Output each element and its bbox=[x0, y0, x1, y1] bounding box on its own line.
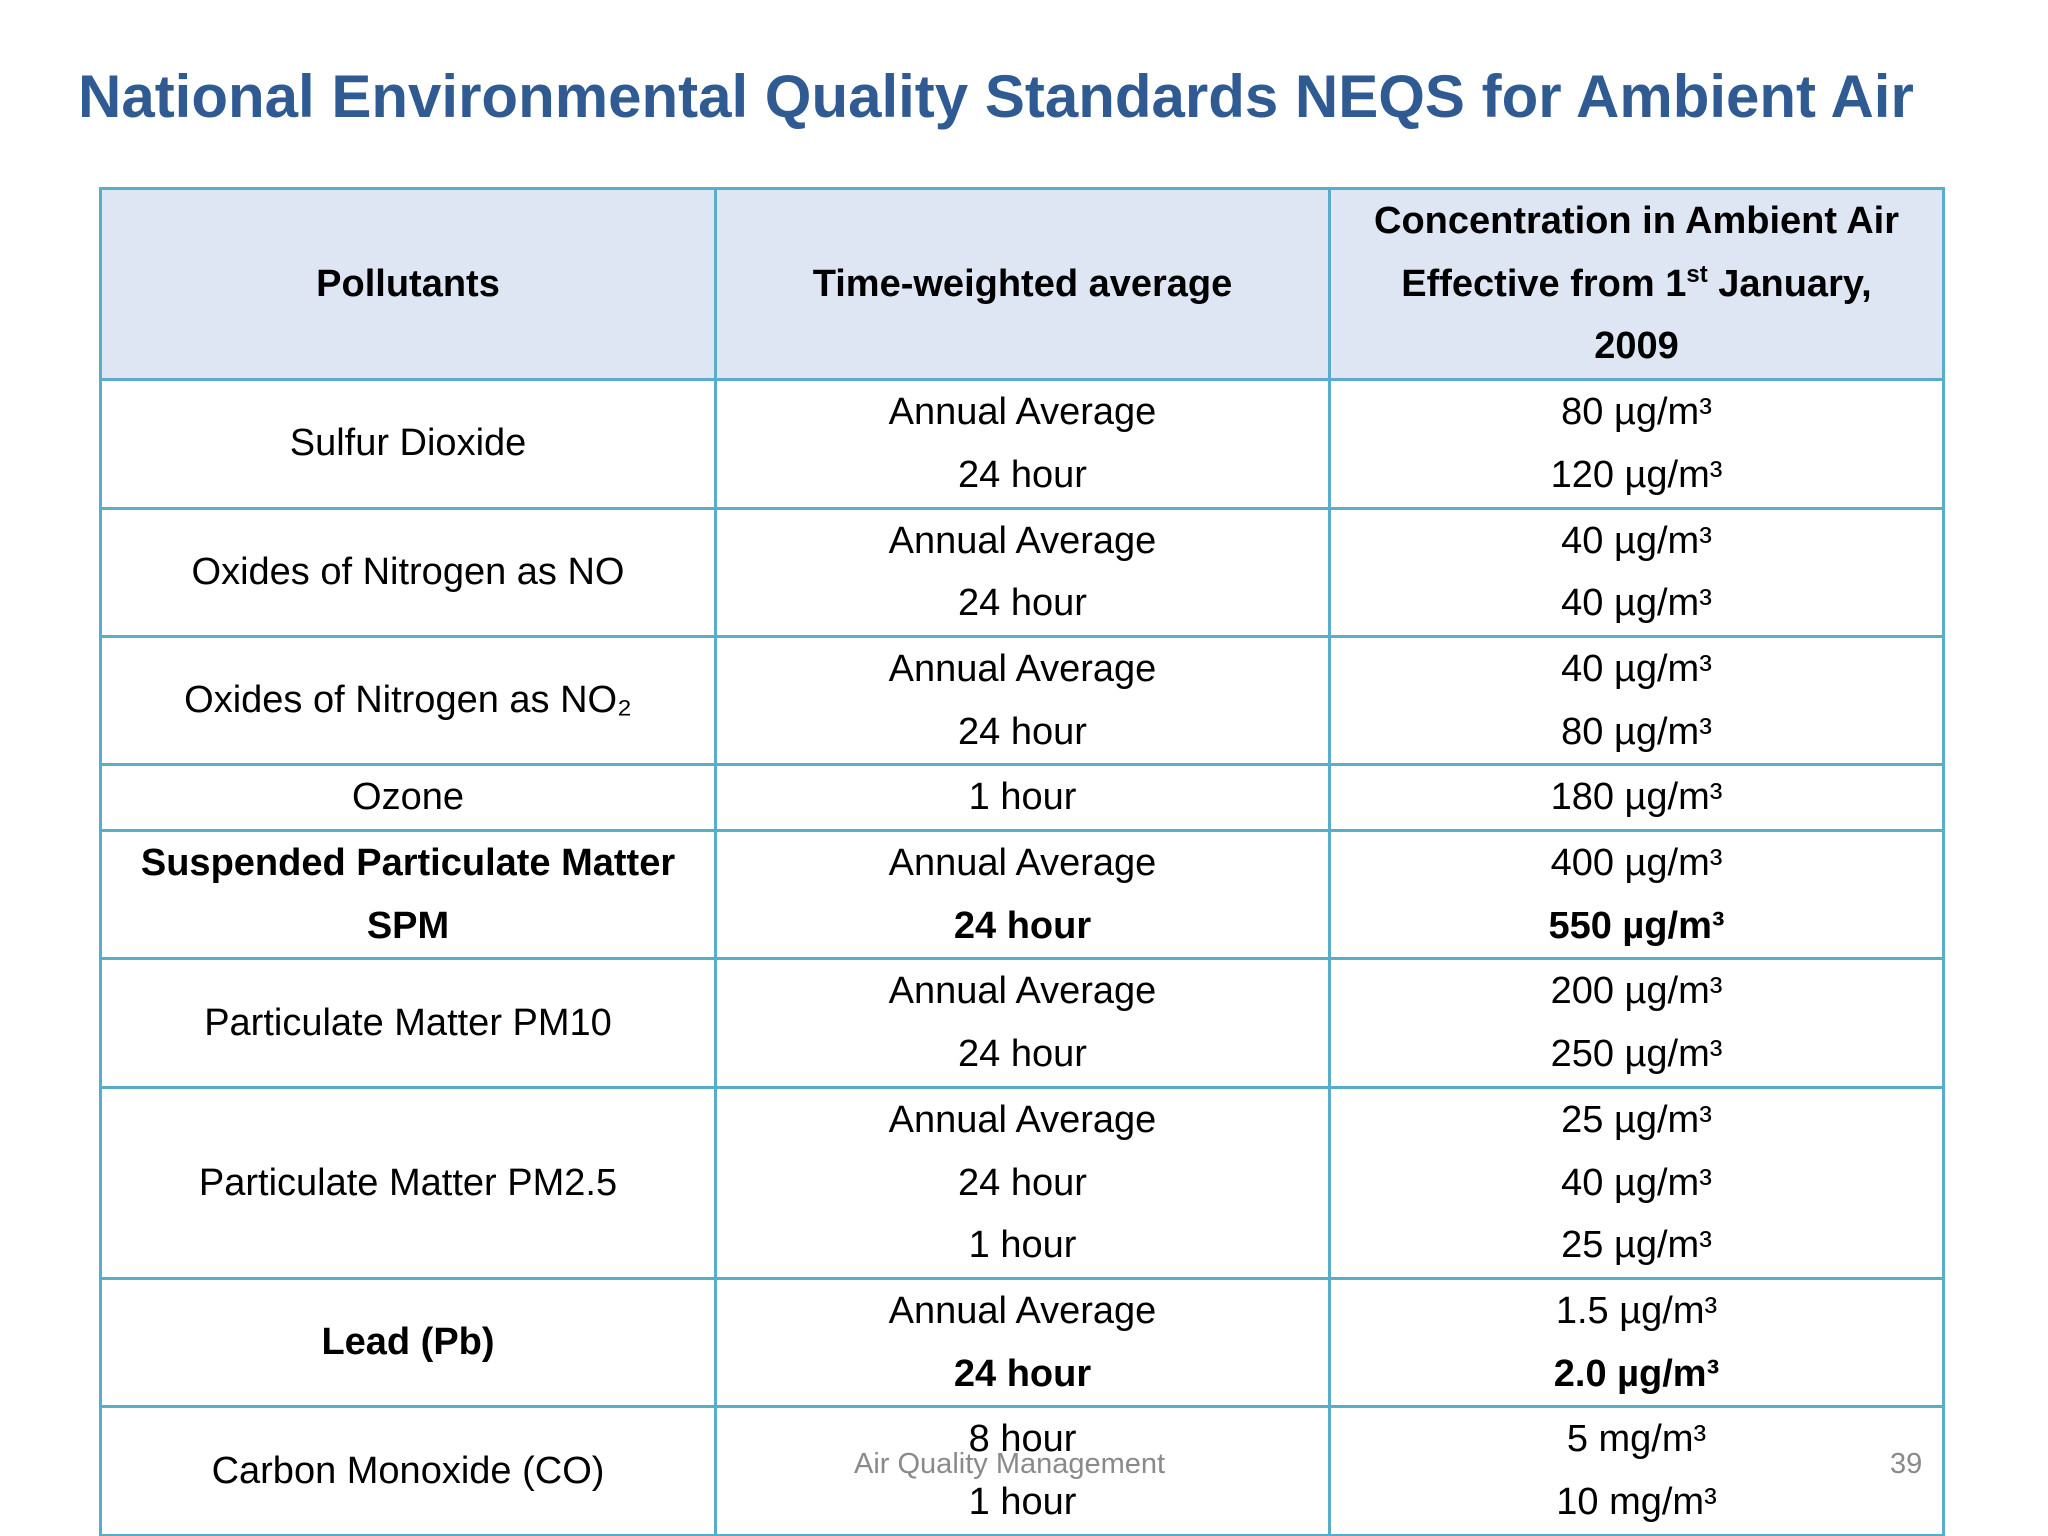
concentration-line: 120 µg/m³ bbox=[1550, 453, 1723, 496]
concentration-line: 1.5 µg/m³ bbox=[1555, 1289, 1718, 1332]
average-line: Annual Average bbox=[888, 970, 1157, 1013]
concentration-line: 400 µg/m³ bbox=[1550, 842, 1723, 885]
table-row: Suspended Particulate Matter SPM Annual Av… bbox=[99, 829, 1945, 961]
table-row: Particulate Matter PM2.5 Annual Average 24… bbox=[99, 1085, 1945, 1280]
concentration-line: 5 mg/m³ bbox=[1566, 1418, 1707, 1461]
average-line: 1 hour bbox=[968, 776, 1077, 819]
concentration-cell: 200 µg/m³ 250 µg/m³ bbox=[1328, 957, 1945, 1089]
pollutant-cell: Oxides of Nitrogen as NO₂ bbox=[99, 634, 717, 767]
concentration-line: 40 µg/m³ bbox=[1561, 519, 1712, 562]
average-line: 24 hour bbox=[958, 1161, 1087, 1204]
concentration-cell: 25 µg/m³ 40 µg/m³ 25 µg/m³ bbox=[1328, 1085, 1945, 1280]
concentration-line: 40 µg/m³ bbox=[1561, 647, 1712, 690]
concentration-cell: 1.5 µg/m³ 2.0 µg/m³ bbox=[1328, 1276, 1945, 1409]
page-number: 39 bbox=[1890, 1448, 1923, 1480]
average-cell: Annual Average 24 hour bbox=[714, 1276, 1331, 1409]
table-row: Ozone 1 hour 180 µg/m³ bbox=[99, 763, 1945, 833]
table-row: Lead (Pb) Annual Average 24 hour 1.5 µg/m³ 2… bbox=[99, 1276, 1945, 1409]
average-line: Annual Average bbox=[888, 842, 1157, 885]
average-cell: Annual Average 24 hour 1 hour bbox=[714, 1085, 1331, 1280]
average-line: Annual Average bbox=[888, 1098, 1157, 1141]
header-text: January, bbox=[1707, 262, 1872, 305]
pollutant-cell: Sulfur Dioxide bbox=[99, 378, 717, 510]
concentration-line: 80 µg/m³ bbox=[1561, 391, 1712, 434]
concentration-cell: 400 µg/m³ 550 µg/m³ bbox=[1328, 829, 1945, 961]
table-row: Oxides of Nitrogen as NO₂ Annual Average 2… bbox=[99, 634, 1945, 767]
concentration-line: 250 µg/m³ bbox=[1550, 1033, 1723, 1076]
average-line: 24 hour bbox=[958, 453, 1087, 496]
header-line: 2009 bbox=[1594, 325, 1679, 368]
pollutant-cell: Lead (Pb) bbox=[99, 1276, 717, 1409]
average-cell: Annual Average 24 hour bbox=[714, 378, 1331, 510]
concentration-line: 40 µg/m³ bbox=[1561, 582, 1712, 625]
header-line: Effective from 1st January, bbox=[1331, 253, 1942, 316]
pollutant-cell: Ozone bbox=[99, 763, 717, 833]
header-cell: Pollutants bbox=[99, 186, 717, 382]
average-line: 24 hour bbox=[958, 1033, 1087, 1076]
concentration-line: 550 µg/m³ bbox=[1548, 904, 1725, 947]
header-cell: Concentration in Ambient Air Effective f… bbox=[1328, 186, 1945, 382]
average-cell: 8 hour 1 hour bbox=[714, 1405, 1331, 1536]
average-cell: Annual Average 24 hour bbox=[714, 634, 1331, 767]
average-cell: 1 hour bbox=[714, 763, 1331, 833]
concentration-line: 25 µg/m³ bbox=[1561, 1098, 1712, 1141]
pollutant-cell: Particulate Matter PM2.5 bbox=[99, 1085, 717, 1280]
concentration-line: 80 µg/m³ bbox=[1561, 710, 1712, 753]
average-line: 8 hour bbox=[968, 1418, 1077, 1461]
concentration-line: 40 µg/m³ bbox=[1561, 1161, 1712, 1204]
average-line: 24 hour bbox=[953, 1352, 1092, 1395]
pollutant-cell: Carbon Monoxide (CO) bbox=[99, 1405, 717, 1536]
concentration-line: 180 µg/m³ bbox=[1550, 776, 1723, 819]
pollutant-cell: Particulate Matter PM10 bbox=[99, 957, 717, 1089]
pollutant-line: Suspended Particulate Matter bbox=[140, 842, 676, 885]
concentration-cell: 40 µg/m³ 80 µg/m³ bbox=[1328, 634, 1945, 767]
table-row: Oxides of Nitrogen as NO Annual Average 24… bbox=[99, 506, 1945, 638]
header-cell: Time-weighted average bbox=[714, 186, 1331, 382]
average-cell: Annual Average 24 hour bbox=[714, 957, 1331, 1089]
standards-table: Pollutants Time-weighted average Concent… bbox=[99, 186, 1945, 1536]
concentration-line: 25 µg/m³ bbox=[1561, 1224, 1712, 1267]
concentration-cell: 80 µg/m³ 120 µg/m³ bbox=[1328, 378, 1945, 510]
header-line: Concentration in Ambient Air bbox=[1374, 200, 1899, 242]
average-line: 1 hour bbox=[968, 1224, 1077, 1267]
average-line: Annual Average bbox=[888, 391, 1157, 434]
average-line: 1 hour bbox=[968, 1481, 1077, 1524]
average-line: Annual Average bbox=[888, 1289, 1157, 1332]
table-row: Sulfur Dioxide Annual Average 24 hour 80 µg… bbox=[99, 378, 1945, 510]
concentration-cell: 40 µg/m³ 40 µg/m³ bbox=[1328, 506, 1945, 638]
average-line: 24 hour bbox=[958, 582, 1087, 625]
table-row: Carbon Monoxide (CO) 8 hour 1 hour 5 mg/m³ 1… bbox=[99, 1405, 1945, 1536]
header-text: Effective from 1 bbox=[1401, 262, 1687, 305]
average-line: Annual Average bbox=[888, 647, 1157, 690]
concentration-line: 10 mg/m³ bbox=[1556, 1481, 1717, 1524]
concentration-cell: 180 µg/m³ bbox=[1328, 763, 1945, 833]
concentration-line: 2.0 µg/m³ bbox=[1553, 1352, 1720, 1395]
superscript: st bbox=[1686, 260, 1708, 288]
concentration-cell: 5 mg/m³ 10 mg/m³ bbox=[1328, 1405, 1945, 1536]
pollutant-cell: Suspended Particulate Matter SPM bbox=[99, 829, 717, 961]
title: National Environmental Quality Standards… bbox=[78, 63, 1914, 130]
average-line: Annual Average bbox=[888, 519, 1157, 562]
average-line: 24 hour bbox=[953, 904, 1092, 947]
average-cell: Annual Average 24 hour bbox=[714, 829, 1331, 961]
average-line: 24 hour bbox=[958, 710, 1087, 753]
pollutant-line: SPM bbox=[366, 904, 450, 947]
header-row: Pollutants Time-weighted average Concent… bbox=[99, 186, 1945, 382]
concentration-line: 200 µg/m³ bbox=[1550, 970, 1723, 1013]
average-cell: Annual Average 24 hour bbox=[714, 506, 1331, 638]
pollutant-cell: Oxides of Nitrogen as NO bbox=[99, 506, 717, 638]
table-row: Particulate Matter PM10 Annual Average 24 … bbox=[99, 957, 1945, 1089]
footer-text: Air Quality Management bbox=[854, 1448, 1166, 1480]
